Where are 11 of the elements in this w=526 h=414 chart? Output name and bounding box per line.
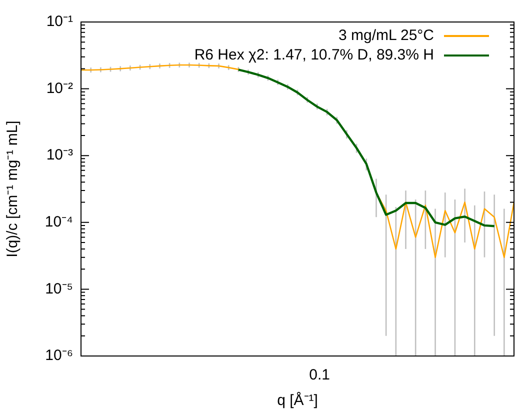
y-axis-title: I(q)/c [cm⁻¹ mg⁻¹ mL] [4,120,22,258]
legend-label: 3 mg/mL 25°C [338,27,434,44]
y-tick-label: 10⁻⁶ [45,347,73,364]
x-axis-title: q [Å⁻¹] [277,391,318,410]
y-tick-label: 10⁻² [46,80,73,97]
text: 0.1 [309,366,330,384]
y-tick-label: 10⁻¹ [46,13,73,30]
y-tick-label: 10⁻³ [46,146,73,164]
y-tick-label: 10⁻⁴ [44,214,73,231]
y-tick-label: 10⁻⁵ [45,280,73,298]
legend-label: R6 Hex χ2: 1.47, 10.7% D, 89.3% H [194,46,434,64]
